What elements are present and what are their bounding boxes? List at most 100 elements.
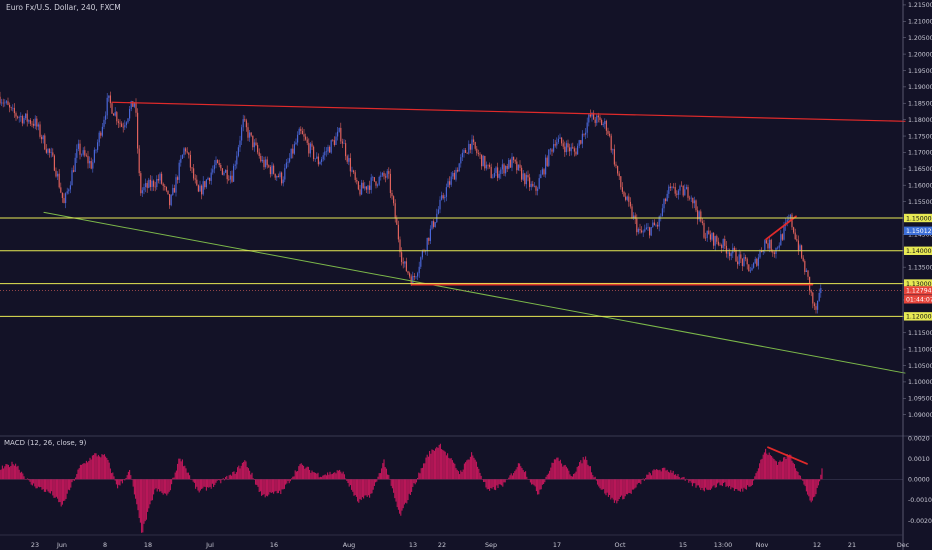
- macd-bar: [423, 463, 425, 480]
- macd-bar: [267, 479, 269, 497]
- macd-bar: [309, 469, 311, 480]
- macd-bar: [301, 464, 303, 480]
- macd-bar: [444, 451, 446, 480]
- candle-body: [314, 158, 316, 160]
- macd-bar: [544, 479, 546, 483]
- macd-bar: [111, 473, 113, 480]
- macd-bar: [169, 479, 171, 491]
- candle-body: [698, 211, 700, 220]
- price-badge[interactable]: [904, 279, 932, 288]
- candle-body: [461, 152, 463, 158]
- trendline[interactable]: [765, 215, 797, 241]
- price-badge[interactable]: [904, 213, 932, 223]
- macd-bar: [118, 479, 120, 485]
- macd-trendline[interactable]: [767, 446, 808, 465]
- candle-body: [789, 214, 791, 219]
- candle-body: [245, 120, 247, 128]
- macd-bar: [145, 479, 147, 520]
- price-tick-label: 1.20500: [908, 35, 932, 42]
- macd-bar: [803, 479, 805, 485]
- candle-body: [473, 139, 475, 143]
- macd-bar: [168, 479, 170, 492]
- horizontal-levels[interactable]: [0, 217, 903, 317]
- candle-body: [780, 234, 782, 246]
- candle-body: [757, 257, 759, 266]
- price-badge[interactable]: [904, 312, 932, 321]
- candle-body: [508, 159, 510, 169]
- candle-body: [562, 143, 564, 147]
- macd-bar: [306, 466, 308, 480]
- candle-body: [759, 250, 761, 258]
- candle-body: [125, 122, 127, 126]
- trendline[interactable]: [111, 101, 906, 122]
- macd-bar: [664, 467, 666, 480]
- candle-body: [751, 267, 753, 271]
- macd-bar: [385, 468, 387, 480]
- macd-bar: [390, 479, 392, 486]
- macd-bar: [435, 448, 437, 480]
- candle-body: [535, 185, 537, 191]
- candle-body: [21, 116, 23, 124]
- macd-bar: [274, 479, 276, 492]
- price-badge[interactable]: [904, 295, 932, 304]
- macd-bar: [583, 459, 585, 480]
- macd-bar: [609, 479, 611, 496]
- trendlines[interactable]: [43, 101, 906, 374]
- trendline[interactable]: [43, 211, 906, 374]
- candle-body: [460, 157, 462, 164]
- candle-body: [476, 148, 478, 154]
- candle-body: [516, 161, 518, 171]
- candle-body: [561, 137, 563, 144]
- macd-bar: [18, 469, 20, 480]
- macd-bar: [641, 479, 643, 480]
- price-badge[interactable]: [904, 286, 932, 295]
- candle-body: [391, 192, 393, 197]
- macd-bar: [483, 479, 485, 482]
- macd-bar: [263, 479, 265, 495]
- macd-bar: [181, 459, 183, 480]
- candle-body: [265, 159, 267, 168]
- macd-bar: [402, 479, 404, 509]
- candle-body: [673, 186, 675, 188]
- macd-bar: [376, 479, 378, 482]
- candle-body: [525, 175, 527, 185]
- macd-bar: [341, 473, 343, 480]
- macd-bar: [54, 479, 56, 498]
- candle-body: [553, 144, 555, 152]
- macd-bar: [654, 470, 656, 480]
- macd-bar: [777, 464, 779, 480]
- candle-body: [519, 164, 521, 168]
- candle-body: [714, 236, 716, 246]
- time-axis[interactable]: 23 Jun 8 18 Jul 16 Aug 13 22 Sep 17 Oct 15 13:00 Nov 12…: [0, 534, 910, 549]
- macd-bar: [42, 479, 44, 490]
- macd-bar: [364, 479, 366, 496]
- macd-bar: [357, 479, 359, 502]
- macd-bar: [275, 479, 277, 491]
- macd-bar: [160, 479, 162, 492]
- time-tick-label: Sep: [485, 541, 497, 549]
- candle-body: [756, 259, 758, 266]
- candle-body: [701, 221, 703, 224]
- candle-body: [340, 127, 342, 142]
- macd-bar: [378, 473, 380, 480]
- macd-bar: [161, 479, 163, 493]
- macd-bar: [774, 460, 776, 480]
- candle-body: [26, 113, 28, 122]
- candle-body: [772, 251, 774, 253]
- macd-bar: [523, 472, 525, 480]
- candle-body: [644, 229, 646, 232]
- macd-bar: [136, 479, 138, 505]
- price-axis[interactable]: 1.21500 1.21000 1.20500 1.20000 1.19500 1.190…: [902, 0, 932, 550]
- candle-body: [129, 108, 131, 119]
- candle-body: [591, 112, 593, 117]
- candle-body: [154, 186, 156, 188]
- price-badge[interactable]: [904, 246, 932, 255]
- macd-bar: [576, 467, 578, 480]
- candle-body: [33, 123, 35, 126]
- macd-bar: [439, 443, 441, 480]
- macd-bar: [345, 478, 347, 480]
- macd-bar: [66, 479, 68, 494]
- price-badge[interactable]: [904, 226, 932, 235]
- candle-body: [745, 257, 747, 259]
